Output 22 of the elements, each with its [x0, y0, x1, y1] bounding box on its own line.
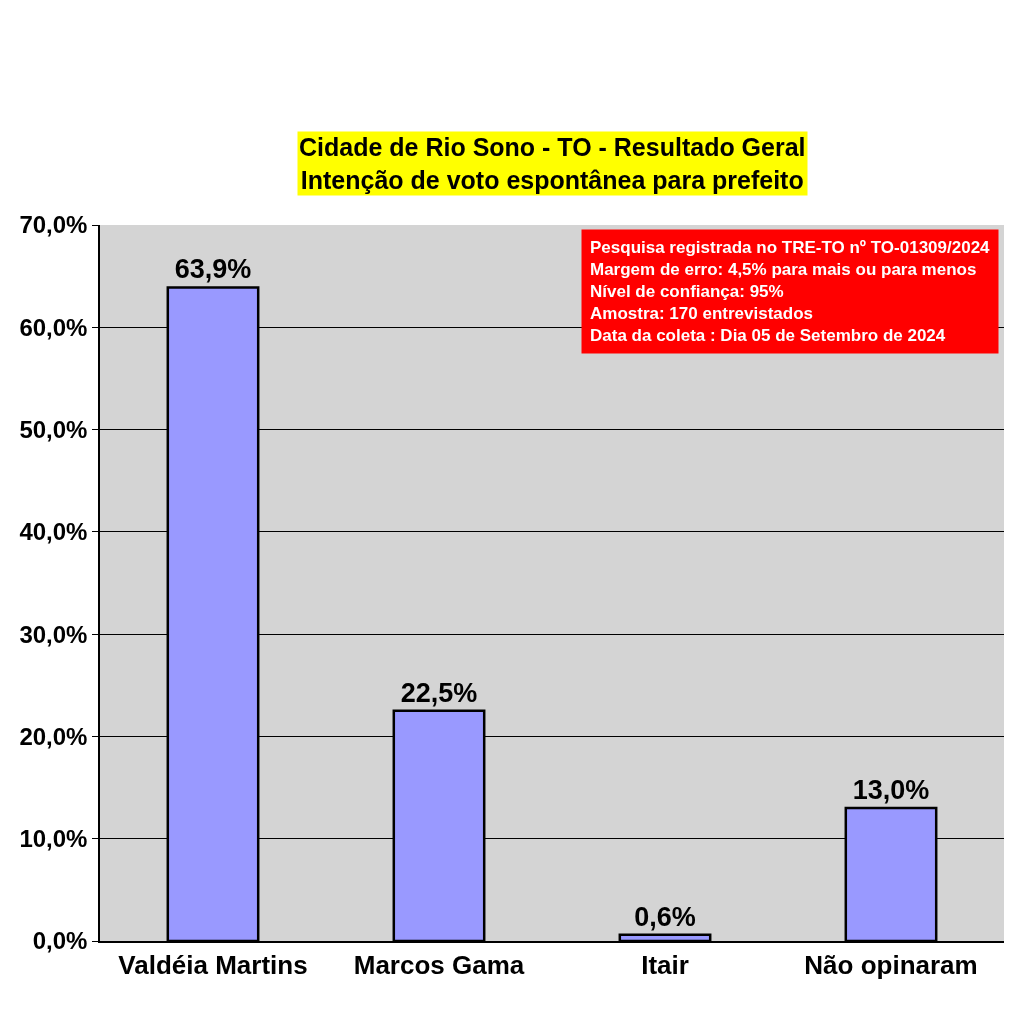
annotation: Nível de confiança: 95%	[590, 282, 784, 302]
data-label: 13,0%	[852, 775, 930, 806]
x-tick-label: Marcos Gama	[353, 949, 525, 980]
x-tick-label: Não opinaram	[804, 949, 978, 980]
y-tick-label: 50,0%	[19, 415, 88, 443]
annotation: Amostra: 170 entrevistados	[590, 304, 813, 324]
annotation: Pesquisa registrada no TRE-TO nº TO-01309/2024	[590, 238, 991, 257]
y-tick-label: 0,0%	[32, 927, 88, 955]
annotation: Data da coleta : Dia 05 de Setembro de 2024	[590, 326, 946, 346]
data-label: 0,6%	[634, 901, 696, 932]
x-tick-label: Itair	[641, 949, 689, 980]
y-tick-label: 70,0%	[19, 211, 88, 239]
y-tick-label: 10,0%	[19, 825, 88, 853]
y-tick-label: 60,0%	[19, 313, 88, 341]
x-tick-label: Valdéia Martins	[118, 949, 308, 980]
chart-title: Cidade de Rio Sono - TO - Resultado Geral Intenção de voto espontânea para prefeito	[299, 133, 806, 194]
data-label: 22,5%	[400, 677, 478, 708]
data-label: 63,9%	[174, 254, 252, 285]
y-tick-label: 30,0%	[19, 620, 88, 648]
annotation: Margem de erro: 4,5% para mais ou para menos	[590, 260, 977, 280]
y-tick-label: 40,0%	[19, 518, 88, 546]
y-tick-label: 20,0%	[19, 722, 88, 750]
